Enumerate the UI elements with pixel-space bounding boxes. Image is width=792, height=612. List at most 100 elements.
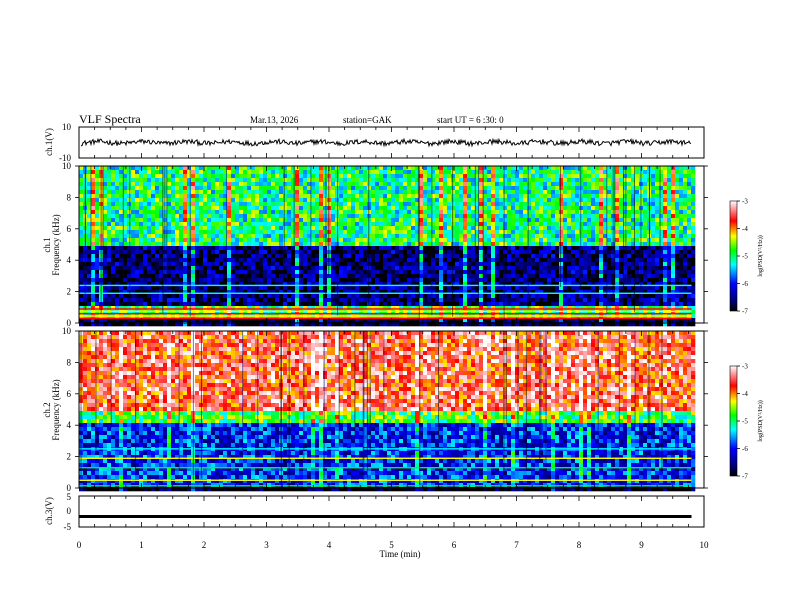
spec-cell <box>411 190 416 195</box>
spec-cell <box>375 270 380 275</box>
spec-cell <box>143 246 148 251</box>
spec-cell <box>383 234 388 239</box>
spec-cell <box>227 290 232 295</box>
spec-cell <box>499 290 504 295</box>
spec-cell <box>499 274 504 279</box>
spec-cell <box>343 234 348 239</box>
spec-cell <box>263 210 268 215</box>
spec-cell <box>79 190 84 195</box>
spec-cell <box>207 230 212 235</box>
spec-cell <box>127 262 132 267</box>
spec-cell <box>555 190 560 195</box>
spec-cell <box>159 306 164 311</box>
spec-cell <box>267 198 272 203</box>
spec-cell <box>91 318 96 323</box>
spec-cell <box>359 166 364 171</box>
spec-cell <box>187 214 192 219</box>
spec-cell <box>567 274 572 279</box>
spec-cell <box>375 198 380 203</box>
spec-cell <box>95 290 100 295</box>
spec-cell <box>223 290 228 295</box>
spec-cell <box>463 274 468 279</box>
spec-cell <box>383 218 388 223</box>
spec-cell <box>511 214 516 219</box>
spec-cell <box>215 266 220 271</box>
spec-cell <box>239 214 244 219</box>
spec-cell <box>215 298 220 303</box>
spec-cell <box>139 294 144 299</box>
spec-cell <box>131 302 136 307</box>
spec-cell <box>563 298 568 303</box>
spec-cell <box>395 238 400 243</box>
spec-cell <box>267 226 272 231</box>
spec-cell <box>175 230 180 235</box>
spec-cell <box>255 278 260 283</box>
spec-cell <box>471 222 476 227</box>
spec-cell <box>179 238 184 243</box>
spec-cell <box>343 258 348 263</box>
spec-cell <box>123 234 128 239</box>
spec-cell <box>95 246 100 251</box>
spec-cell <box>435 186 440 191</box>
spec-cell <box>543 250 548 255</box>
spec-cell <box>435 322 440 327</box>
spec-cell <box>527 294 532 299</box>
spec-cell <box>415 198 420 203</box>
spec-cell <box>131 194 136 199</box>
spec-cell <box>103 190 108 195</box>
spec-cell <box>339 242 344 247</box>
spec-cell <box>403 298 408 303</box>
spec-cell <box>223 306 228 311</box>
spec-cell <box>435 206 440 211</box>
spec-cell <box>479 238 484 243</box>
spec-cell <box>79 210 84 215</box>
spec-cell <box>387 198 392 203</box>
spec-cell <box>487 182 492 187</box>
spec-cell <box>247 166 252 171</box>
spec-cell <box>239 270 244 275</box>
spec-cell <box>427 298 432 303</box>
spec-cell <box>431 230 436 235</box>
spec-cell <box>395 242 400 247</box>
spec-cell <box>519 178 524 183</box>
spec-cell <box>191 218 196 223</box>
spec-cell <box>363 302 368 307</box>
spec-cell <box>235 246 240 251</box>
spec-cell <box>399 202 404 207</box>
spec-cell <box>299 186 304 191</box>
spec-cell <box>555 182 560 187</box>
spec-cell <box>339 202 344 207</box>
spec-cell <box>115 198 120 203</box>
spec-cell <box>383 194 388 199</box>
spec-cell <box>147 230 152 235</box>
spec-cell <box>359 222 364 227</box>
spec-cell <box>515 226 520 231</box>
spec-cell <box>195 262 200 267</box>
spec-cell <box>351 210 356 215</box>
spec-cell <box>431 186 436 191</box>
spec-cell <box>259 230 264 235</box>
spec-cell <box>383 210 388 215</box>
spec-cell <box>555 230 560 235</box>
spec-cell <box>487 286 492 291</box>
spec-cell <box>371 166 376 171</box>
spec-cell <box>271 186 276 191</box>
spec-cell <box>343 322 348 327</box>
spec-cell <box>411 302 416 307</box>
spec-cell <box>523 306 528 311</box>
spec-cell <box>335 322 340 327</box>
spec-cell <box>343 274 348 279</box>
spec-cell <box>123 178 128 183</box>
spec-cell <box>375 186 380 191</box>
spec-cell <box>527 258 532 263</box>
spec-cell <box>279 198 284 203</box>
spec-cell <box>467 194 472 199</box>
spec-cell <box>319 302 324 307</box>
spec-cell <box>519 202 524 207</box>
spec-cell <box>307 282 312 287</box>
spec-cell <box>147 174 152 179</box>
spec-cell <box>371 246 376 251</box>
spec-cell <box>423 266 428 271</box>
spec-cell <box>403 274 408 279</box>
spec-cell <box>131 222 136 227</box>
